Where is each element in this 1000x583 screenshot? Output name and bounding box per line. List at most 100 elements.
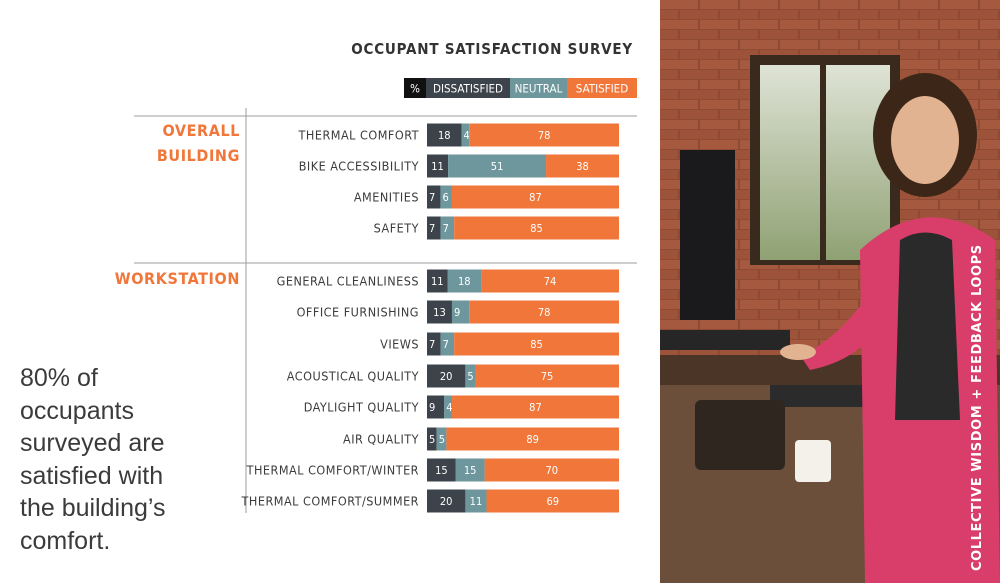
bar-value-label: 85 (530, 222, 543, 235)
bar-value-label: 69 (546, 495, 559, 508)
legend-unit-label: % (410, 82, 420, 96)
bar-segment-dissatisfied (427, 216, 441, 240)
bar-segment-satisfied (481, 269, 619, 293)
bar-value-label: 51 (491, 160, 504, 173)
bar-value-label: 5 (439, 433, 445, 446)
bar-value-label: 11 (431, 160, 444, 173)
bar-segment-satisfied (546, 154, 619, 178)
row-label: SAFETY (374, 221, 419, 236)
bar-value-label: 7 (443, 222, 449, 235)
bar-value-label: 11 (431, 275, 444, 288)
satisfaction-callout: 80% of occupants surveyed are satisfied … (20, 364, 166, 555)
bar-segment-dissatisfied (427, 185, 441, 209)
bar-segment-dissatisfied (427, 123, 462, 147)
bar-segment-dissatisfied (427, 364, 466, 388)
photo-caption: COLLECTIVE WISDOM + FEEDBACK LOOPS (970, 244, 985, 571)
legend-swatch-dissatisfied (426, 78, 510, 98)
bar-segment-neutral (440, 216, 455, 240)
bar-value-label: 4 (464, 129, 470, 142)
bar-value-label: 78 (538, 129, 551, 142)
bar-segment-satisfied (484, 458, 619, 482)
bar-segment-dissatisfied (427, 300, 452, 324)
bar-segment-dissatisfied (427, 489, 466, 513)
bar-value-label: 5 (467, 370, 473, 383)
bar-segment-satisfied (454, 216, 619, 240)
bar-value-label: 6 (442, 191, 448, 204)
bar-segment-dissatisfied (427, 269, 448, 293)
bar-segment-neutral (451, 300, 470, 324)
bar-segment-satisfied (451, 185, 619, 209)
bar-value-label: 75 (541, 370, 554, 383)
bar-value-label: 9 (454, 306, 460, 319)
bar-value-label: 9 (429, 401, 435, 414)
group-label: BUILDING (157, 146, 240, 165)
bar-value-label: 7 (429, 222, 435, 235)
bar-value-label: 15 (435, 464, 448, 477)
bar-segment-neutral (448, 154, 547, 178)
bar-value-label: 87 (529, 401, 542, 414)
row-label: ACOUSTICAL QUALITY (287, 369, 419, 384)
row-label: THERMAL COMFORT (298, 128, 419, 143)
bar-segment-neutral (465, 489, 487, 513)
row-label: AIR QUALITY (343, 432, 419, 447)
legend-swatch-satisfied (567, 78, 637, 98)
row-label: VIEWS (380, 337, 419, 352)
bar-segment-dissatisfied (427, 154, 449, 178)
bar-segment-satisfied (454, 332, 619, 356)
bar-segment-dissatisfied (427, 395, 445, 419)
bar-value-label: 7 (429, 338, 435, 351)
bar-segment-dissatisfied (427, 458, 456, 482)
bar-segment-satisfied (486, 489, 619, 513)
bar-value-label: 70 (546, 464, 559, 477)
bar-segment-neutral (440, 185, 452, 209)
bar-value-label: 5 (429, 433, 435, 446)
bar-value-label: 20 (440, 495, 453, 508)
bar-segment-dissatisfied (427, 427, 437, 451)
bar-segment-neutral (444, 395, 452, 419)
bar-value-label: 18 (458, 275, 471, 288)
office-photo (660, 0, 1000, 583)
row-label: THERMAL COMFORT/SUMMER (241, 494, 419, 509)
row-label: OFFICE FURNISHING (297, 305, 419, 320)
bar-value-label: 74 (544, 275, 557, 288)
row-label: THERMAL COMFORT/WINTER (246, 463, 419, 478)
bar-segment-neutral (455, 458, 485, 482)
group-label: OVERALL (162, 121, 240, 140)
legend-swatch-neutral (510, 78, 567, 98)
bar-segment-satisfied (469, 123, 619, 147)
legend-label-dissatisfied: DISSATISFIED (433, 82, 503, 96)
bar-segment-neutral (447, 269, 482, 293)
bar-segment-neutral (436, 427, 447, 451)
row-label: BIKE ACCESSIBILITY (299, 159, 419, 174)
legend-unit-box (404, 78, 426, 98)
bar-value-label: 85 (530, 338, 543, 351)
occupant-satisfaction-chart: OCCUPANT SATISFACTION SURVEY% DISSATISFIE… (115, 40, 637, 513)
bar-value-label: 4 (446, 401, 452, 414)
group-label: WORKSTATION (115, 269, 240, 288)
bar-segment-neutral (465, 364, 475, 388)
bar-value-label: 18 (438, 129, 451, 142)
chart-title: OCCUPANT SATISFACTION SURVEY (351, 40, 633, 58)
bar-value-label: 11 (470, 495, 483, 508)
bar-segment-satisfied (475, 364, 619, 388)
bar-segment-neutral (440, 332, 455, 356)
bar-value-label: 13 (433, 306, 446, 319)
bar-segment-satisfied (469, 300, 619, 324)
bar-value-label: 89 (526, 433, 539, 446)
row-label: AMENITIES (354, 190, 419, 205)
row-label: DAYLIGHT QUALITY (304, 400, 419, 415)
row-label: GENERAL CLEANLINESS (277, 274, 419, 289)
bar-value-label: 78 (538, 306, 551, 319)
legend-label-neutral: NEUTRAL (515, 82, 563, 96)
bar-value-label: 7 (429, 191, 435, 204)
bar-segment-satisfied (451, 395, 619, 419)
bar-value-label: 38 (576, 160, 589, 173)
bar-segment-satisfied (446, 427, 619, 451)
bar-value-label: 87 (529, 191, 542, 204)
bar-value-label: 15 (464, 464, 477, 477)
bar-segment-dissatisfied (427, 332, 441, 356)
bar-segment-neutral (461, 123, 470, 147)
bar-value-label: 20 (440, 370, 453, 383)
legend-label-satisfied: SATISFIED (576, 82, 628, 96)
bar-value-label: 7 (443, 338, 449, 351)
